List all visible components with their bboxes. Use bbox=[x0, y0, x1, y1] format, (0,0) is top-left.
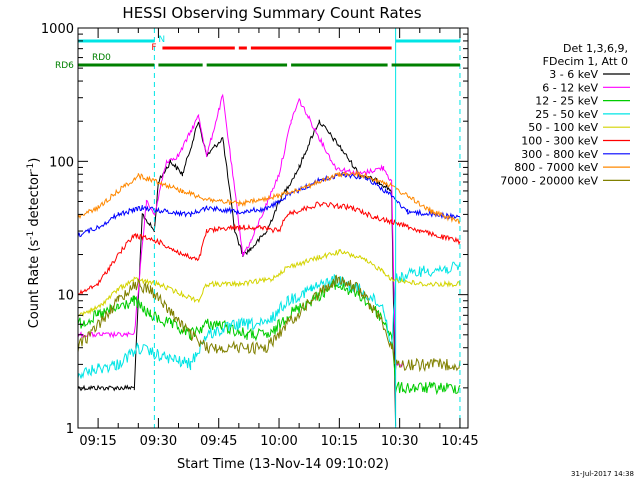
series-line-3-6kev bbox=[77, 119, 397, 427]
x-tick-label: 10:30 bbox=[381, 434, 418, 449]
y-tick-label: 1000 bbox=[41, 22, 74, 37]
legend-header-line1: Det 1,3,6,9, bbox=[563, 42, 628, 55]
series-line-12-25kev bbox=[77, 279, 461, 396]
x-axis-label: Start Time (13-Nov-14 09:10:02) bbox=[177, 457, 389, 472]
legend-label: 50 - 100 keV bbox=[528, 121, 598, 134]
rd6-label: RD6 bbox=[55, 61, 74, 71]
legend-label: 12 - 25 keV bbox=[535, 95, 598, 108]
series-line-7000-20000kev bbox=[77, 274, 461, 373]
legend-label: 100 - 300 keV bbox=[521, 135, 598, 148]
plot-frame bbox=[77, 27, 469, 429]
x-tick-label: 09:45 bbox=[200, 434, 237, 449]
chart-title: HESSI Observing Summary Count Rates bbox=[122, 4, 421, 22]
x-tick-label: 09:30 bbox=[140, 434, 177, 449]
y-axis-label: Count Rate (s-1 detector-1) bbox=[26, 158, 42, 329]
legend-label: 800 - 7000 keV bbox=[514, 161, 598, 174]
legend-label: 3 - 6 keV bbox=[549, 68, 598, 81]
x-tick-label: 10:00 bbox=[260, 434, 297, 449]
legend-label: 25 - 50 keV bbox=[535, 108, 598, 121]
x-tick-label: 09:15 bbox=[79, 434, 116, 449]
footer-timestamp: 31-Jul-2017 14:38 bbox=[571, 470, 634, 478]
y-tick-label: 10 bbox=[57, 289, 74, 304]
series-line-100-300kev bbox=[77, 201, 461, 296]
legend-label: 300 - 800 keV bbox=[521, 148, 598, 161]
x-tick-label: 10:45 bbox=[441, 434, 478, 449]
series-line-6-12kev bbox=[77, 93, 405, 368]
flare-flag-label: F bbox=[151, 43, 156, 53]
night-flag-label: N bbox=[158, 35, 165, 45]
series-line-800-7000kev bbox=[77, 170, 461, 224]
legend-header-line2: FDecim 1, Att 0 bbox=[543, 55, 628, 68]
rd0-label: RD0 bbox=[92, 53, 111, 63]
legend-label: 6 - 12 keV bbox=[542, 81, 598, 94]
y-tick-label: 1 bbox=[66, 422, 74, 437]
legend-label: 7000 - 20000 keV bbox=[500, 174, 598, 187]
y-tick-label: 100 bbox=[49, 155, 74, 170]
series-line-300-800kev bbox=[77, 171, 461, 238]
x-tick-label: 10:15 bbox=[321, 434, 358, 449]
